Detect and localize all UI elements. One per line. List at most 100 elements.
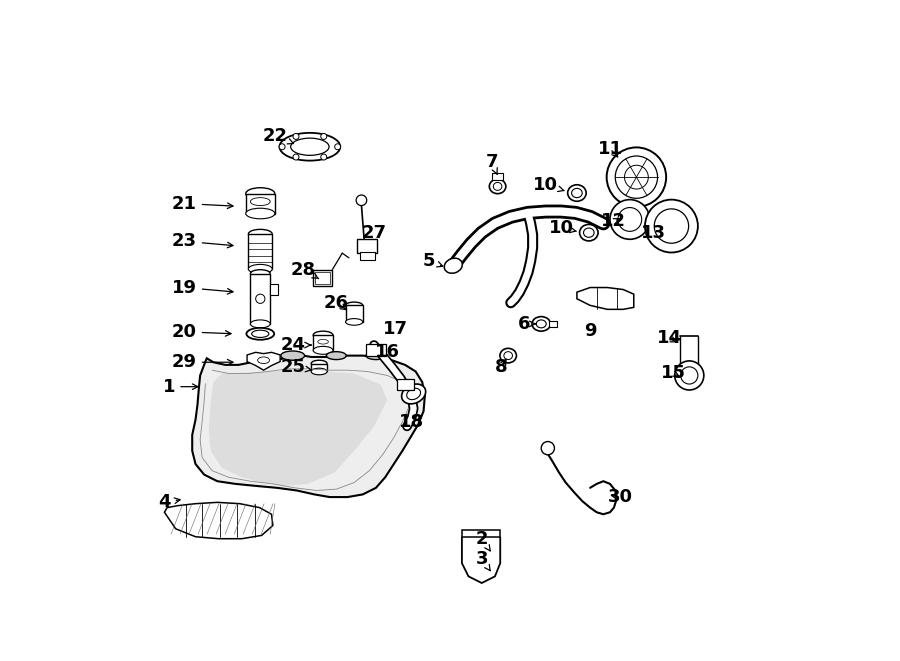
Ellipse shape <box>250 270 270 278</box>
Circle shape <box>654 209 688 243</box>
Polygon shape <box>165 502 273 539</box>
Polygon shape <box>577 288 634 309</box>
Bar <box>315 272 329 284</box>
Text: 13: 13 <box>641 223 666 242</box>
Text: 10: 10 <box>548 219 576 237</box>
Ellipse shape <box>490 179 506 194</box>
Text: 6: 6 <box>518 315 536 333</box>
Circle shape <box>618 208 642 231</box>
Bar <box>549 321 557 327</box>
Circle shape <box>335 143 340 149</box>
Text: 27: 27 <box>362 223 386 242</box>
Circle shape <box>616 156 658 198</box>
Polygon shape <box>193 356 425 497</box>
Ellipse shape <box>500 348 517 363</box>
Ellipse shape <box>252 330 269 337</box>
Circle shape <box>279 143 285 149</box>
Circle shape <box>675 361 704 390</box>
Ellipse shape <box>313 331 333 339</box>
Ellipse shape <box>407 388 420 400</box>
Ellipse shape <box>313 346 333 354</box>
Text: 17: 17 <box>383 320 409 338</box>
Text: 14: 14 <box>657 329 682 348</box>
Ellipse shape <box>246 208 274 219</box>
Ellipse shape <box>247 328 274 340</box>
Ellipse shape <box>318 340 328 344</box>
Ellipse shape <box>281 351 304 360</box>
Ellipse shape <box>246 188 274 200</box>
Ellipse shape <box>532 317 551 331</box>
Circle shape <box>256 294 265 303</box>
Bar <box>366 344 386 356</box>
Ellipse shape <box>445 258 463 273</box>
Text: 22: 22 <box>262 126 293 145</box>
Ellipse shape <box>280 133 340 161</box>
Ellipse shape <box>536 320 546 328</box>
Text: 7: 7 <box>485 153 498 174</box>
Bar <box>313 335 333 350</box>
Ellipse shape <box>250 320 270 328</box>
Text: 15: 15 <box>661 364 686 383</box>
Bar <box>462 530 500 537</box>
Text: 21: 21 <box>172 194 233 213</box>
Ellipse shape <box>493 182 502 190</box>
Text: 23: 23 <box>172 232 233 251</box>
Ellipse shape <box>311 368 327 375</box>
Text: 10: 10 <box>534 176 564 194</box>
Bar <box>270 284 278 295</box>
Ellipse shape <box>401 384 426 404</box>
Ellipse shape <box>250 198 270 206</box>
Circle shape <box>680 367 698 384</box>
Circle shape <box>320 154 327 160</box>
Ellipse shape <box>257 357 269 364</box>
Ellipse shape <box>568 184 586 201</box>
Text: 3: 3 <box>475 549 491 571</box>
Ellipse shape <box>580 224 598 241</box>
Circle shape <box>645 200 698 253</box>
Ellipse shape <box>366 352 386 360</box>
Bar <box>250 274 270 324</box>
Bar <box>311 364 327 371</box>
Circle shape <box>320 134 327 139</box>
Bar <box>312 270 332 286</box>
Text: 19: 19 <box>172 278 233 297</box>
Text: 29: 29 <box>172 353 233 371</box>
Text: 16: 16 <box>374 342 400 361</box>
Text: 30: 30 <box>608 488 633 506</box>
Bar <box>360 252 374 260</box>
Circle shape <box>607 147 666 207</box>
Text: 2: 2 <box>475 529 491 551</box>
Bar <box>397 379 414 390</box>
Text: 5: 5 <box>423 252 443 270</box>
Bar <box>357 239 377 253</box>
Ellipse shape <box>327 352 346 360</box>
Circle shape <box>356 195 366 206</box>
Circle shape <box>293 134 299 139</box>
Ellipse shape <box>248 264 272 274</box>
Text: 9: 9 <box>584 321 597 340</box>
Text: 11: 11 <box>598 139 623 158</box>
Circle shape <box>541 442 554 455</box>
Text: 18: 18 <box>399 412 424 431</box>
Ellipse shape <box>346 319 363 325</box>
Text: 8: 8 <box>495 358 508 376</box>
Ellipse shape <box>311 360 327 367</box>
Bar <box>248 234 272 269</box>
Text: 12: 12 <box>601 212 626 231</box>
Polygon shape <box>248 352 280 370</box>
Text: 1: 1 <box>163 377 198 396</box>
Ellipse shape <box>583 228 594 237</box>
Polygon shape <box>209 370 387 486</box>
Text: 20: 20 <box>172 323 231 341</box>
Text: 4: 4 <box>158 493 180 512</box>
Text: 28: 28 <box>291 260 319 279</box>
Circle shape <box>293 154 299 160</box>
Ellipse shape <box>248 229 272 239</box>
Text: 26: 26 <box>324 293 349 312</box>
Ellipse shape <box>504 352 512 360</box>
Circle shape <box>625 165 648 189</box>
Ellipse shape <box>572 188 582 198</box>
Bar <box>492 173 503 180</box>
Bar <box>246 194 274 214</box>
Text: 24: 24 <box>280 336 310 354</box>
